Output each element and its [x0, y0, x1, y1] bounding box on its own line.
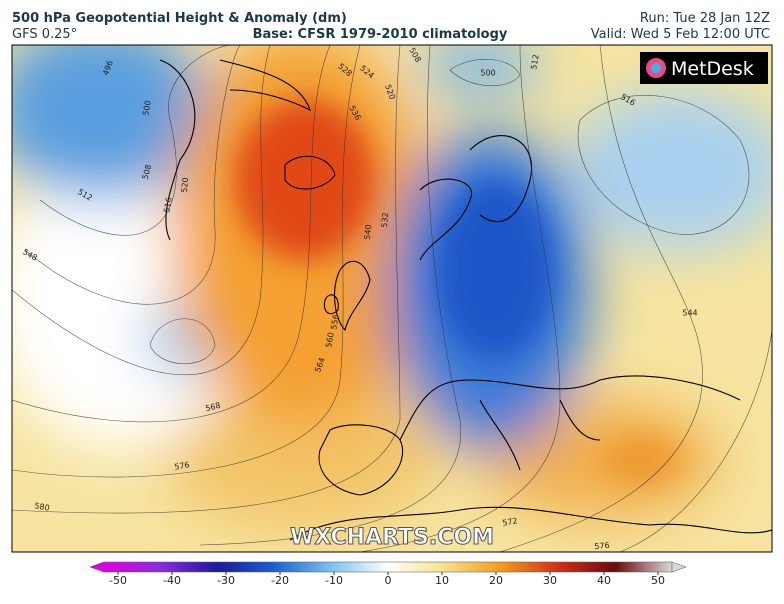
contour-label: 540 — [363, 224, 373, 240]
watermark: WXCHARTS.COM — [290, 525, 494, 550]
contour-label: 512 — [529, 54, 541, 71]
contour-label: 516 — [162, 197, 174, 214]
colorbar-tick-label: -20 — [271, 574, 289, 587]
contour-label: 556 — [329, 314, 341, 331]
contour-label: 520 — [180, 177, 190, 193]
colorbar-min-arrow — [89, 561, 105, 573]
contour-label: 580 — [34, 501, 51, 513]
colorbar-max-arrow — [671, 561, 687, 573]
colorbar-tick-label: 10 — [435, 574, 449, 587]
contour-label: 568 — [204, 401, 221, 414]
colorbar-tick-label: -40 — [163, 574, 181, 587]
map: 4965005085125165205485245205285365325405… — [12, 45, 772, 552]
model: GFS 0.25° — [12, 27, 77, 42]
contour-label: 576 — [174, 460, 191, 472]
base: Base: CFSR 1979-2010 climatology — [253, 27, 508, 42]
contour-label: 572 — [502, 516, 519, 528]
valid: Valid: Wed 5 Feb 12:00 UTC — [591, 27, 770, 42]
colorbar-tick-label: -10 — [325, 574, 343, 587]
run: Run: Tue 28 Jan 12Z — [640, 11, 770, 26]
contour-label: 532 — [380, 212, 390, 228]
colorbar-tick-label: 40 — [597, 574, 611, 587]
colorbar-tick-label: -50 — [109, 574, 127, 587]
colorbar-tick-label: 20 — [489, 574, 503, 587]
colorbar-tick-label: 0 — [385, 574, 392, 587]
contour-label: 500 — [480, 69, 495, 78]
contour-label: 560 — [324, 332, 336, 349]
map-frame — [11, 44, 773, 553]
logo: MetDesk — [671, 58, 754, 80]
colorbar — [103, 561, 673, 573]
contour-label: 544 — [682, 309, 697, 318]
contour-label: 500 — [141, 100, 153, 117]
colorbar-tick-label: 30 — [543, 574, 557, 587]
colorbar-tick-label: -30 — [217, 574, 235, 587]
contour-label: 508 — [141, 163, 154, 180]
contour-label: 576 — [594, 541, 610, 551]
title: 500 hPa Geopotential Height & Anomaly (d… — [12, 11, 347, 26]
logo-icon-inner — [651, 63, 661, 73]
colorbar-tick-label: 50 — [651, 574, 665, 587]
